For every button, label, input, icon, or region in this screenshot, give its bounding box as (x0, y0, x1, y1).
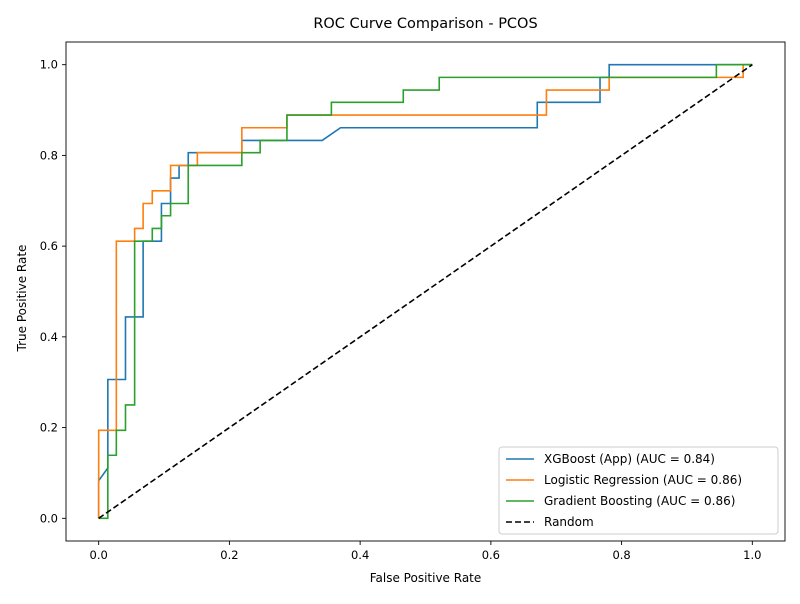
legend-label-3: Random (544, 515, 594, 529)
chart-title: ROC Curve Comparison - PCOS (313, 16, 537, 32)
y-tick-label: 0.0 (40, 511, 58, 525)
x-tick-label: 0.4 (351, 548, 369, 562)
legend-box (498, 446, 779, 535)
x-tick-label: 0.0 (90, 548, 108, 562)
legend: XGBoost (App) (AUC = 0.84) Logistic Regre… (498, 446, 779, 535)
y-tick-label: 0.6 (40, 239, 58, 253)
plot-frame (65, 41, 786, 542)
ticks: 0.0 0.2 0.4 0.6 0.8 1.0 0.0 0.2 0.4 0.6 0.8 1.0 (40, 58, 762, 562)
x-tick-label: 1.0 (743, 548, 761, 562)
legend-label-1: Logistic Regression (AUC = 0.86) (544, 473, 742, 487)
series-line-2 (98, 63, 753, 520)
series-lines (97, 63, 753, 520)
legend-label-0: XGBoost (App) (AUC = 0.84) (544, 452, 715, 466)
y-tick-label: 0.8 (40, 148, 58, 162)
x-tick-label: 0.8 (612, 548, 630, 562)
series-line-3 (98, 64, 753, 519)
axes (65, 41, 786, 542)
x-tick-label: 0.6 (482, 548, 500, 562)
y-tick-label: 1.0 (40, 58, 58, 72)
y-tick-label: 0.2 (40, 421, 58, 435)
y-tick-label: 0.4 (40, 330, 58, 344)
x-tick-label: 0.2 (220, 548, 238, 562)
y-axis-label: True Positive Rate (15, 245, 29, 353)
x-axis-label: False Positive Rate (370, 571, 482, 585)
legend-label-2: Gradient Boosting (AUC = 0.86) (544, 494, 735, 508)
